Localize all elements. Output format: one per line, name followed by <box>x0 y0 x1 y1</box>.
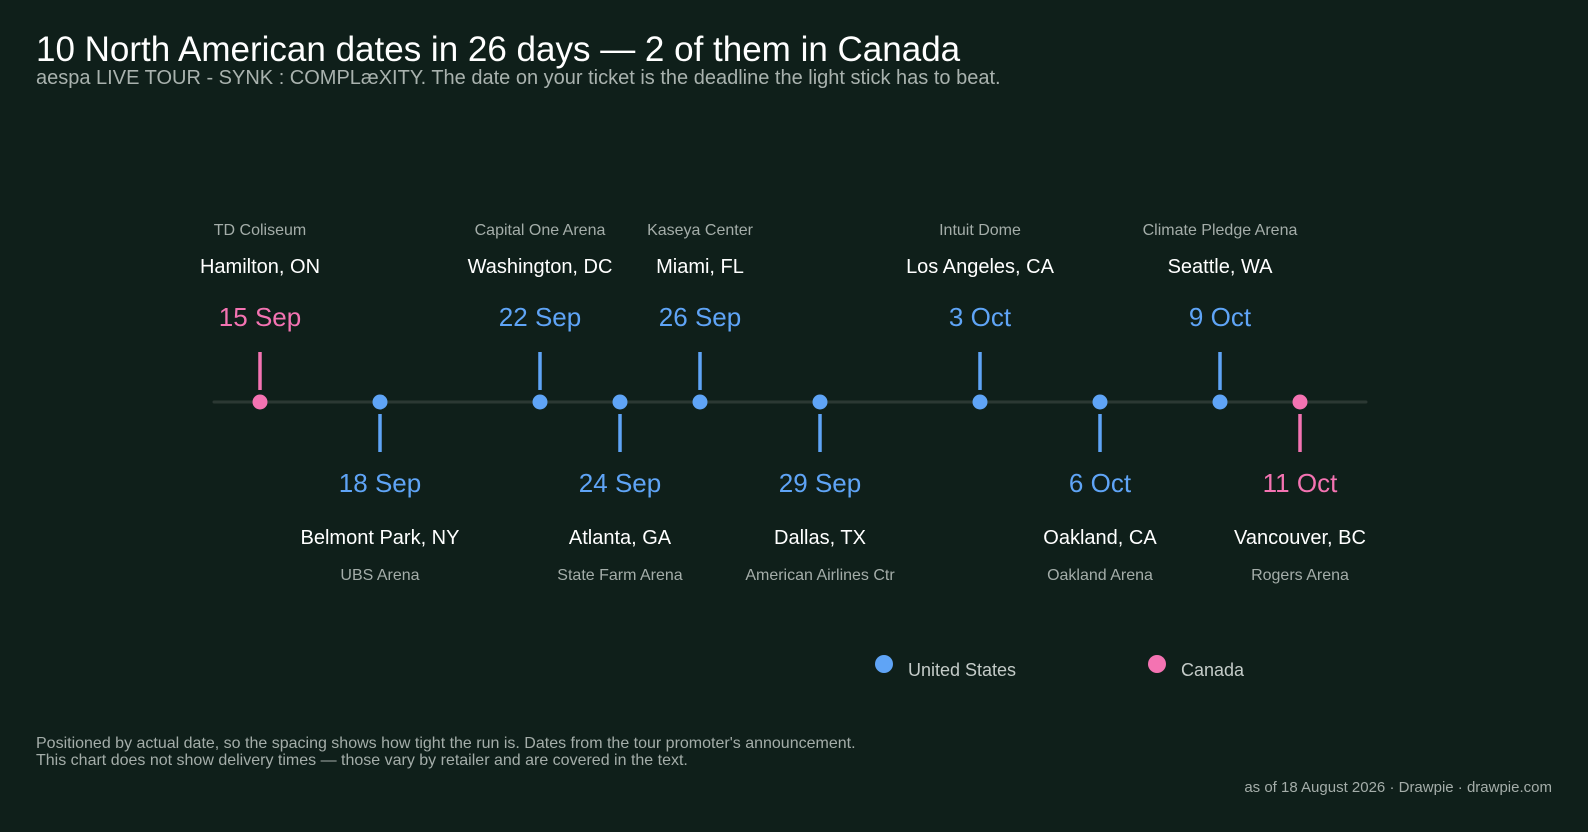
event-city-label: Seattle, WA <box>1168 256 1274 278</box>
event-dot <box>1292 394 1308 410</box>
legend-marker <box>1148 655 1166 673</box>
event-dot <box>812 394 828 410</box>
event-city-label: Dallas, TX <box>774 527 866 549</box>
legend-marker <box>875 655 893 673</box>
source-credit: as of 18 August 2026 · Drawpie · drawpie… <box>1244 779 1552 796</box>
legend-label: Canada <box>1181 660 1245 680</box>
chart-subtitle: aespa LIVE TOUR - SYNK : COMPLæXITY. The… <box>36 67 1001 89</box>
event-date-label: 9 Oct <box>1189 302 1252 332</box>
event-date-label: 29 Sep <box>779 468 861 498</box>
event-dot <box>1212 394 1228 410</box>
event-date-label: 24 Sep <box>579 468 661 498</box>
event-dot <box>612 394 628 410</box>
event-venue-label: State Farm Arena <box>557 567 682 584</box>
event-date-label: 26 Sep <box>659 302 741 332</box>
event-venue-label: TD Coliseum <box>214 222 306 239</box>
event-venue-label: Capital One Arena <box>475 222 606 239</box>
legend-label: United States <box>908 660 1016 680</box>
event-dot <box>692 394 708 410</box>
event-venue-label: Oakland Arena <box>1047 567 1153 584</box>
event-venue-label: Climate Pledge Arena <box>1143 222 1298 239</box>
event-dot <box>1092 394 1108 410</box>
chart-title: 10 North American dates in 26 days — 2 o… <box>36 30 961 69</box>
event-date-label: 18 Sep <box>339 468 421 498</box>
footnote-line-1: Positioned by actual date, so the spacin… <box>36 735 856 752</box>
event-date-label: 11 Oct <box>1263 468 1338 498</box>
event-date-label: 22 Sep <box>499 302 581 332</box>
event-venue-label: Kaseya Center <box>647 222 754 239</box>
event-venue-label: American Airlines Ctr <box>745 567 895 584</box>
event-dot <box>252 394 268 410</box>
event-dot <box>532 394 548 410</box>
event-city-label: Belmont Park, NY <box>301 527 460 549</box>
event-date-label: 6 Oct <box>1069 468 1132 498</box>
event-city-label: Hamilton, ON <box>200 256 320 278</box>
event-city-label: Vancouver, BC <box>1234 527 1366 549</box>
footnote: Positioned by actual date, so the spacin… <box>36 735 856 769</box>
event-city-label: Atlanta, GA <box>569 527 672 549</box>
event-dot <box>972 394 988 410</box>
event-city-label: Washington, DC <box>468 256 613 278</box>
event-venue-label: UBS Arena <box>340 567 419 584</box>
event-city-label: Miami, FL <box>656 256 744 278</box>
event-city-label: Oakland, CA <box>1043 527 1157 549</box>
event-dot <box>372 394 388 410</box>
timeline-chart: 15 Sep Hamilton, ON TD Coliseum 18 Sep Belmo… <box>200 222 1368 680</box>
event-date-label: 15 Sep <box>219 302 301 332</box>
event-city-label: Los Angeles, CA <box>906 256 1055 278</box>
footnote-line-2: This chart does not show delivery times … <box>36 752 688 769</box>
event-date-label: 3 Oct <box>949 302 1012 332</box>
event-venue-label: Intuit Dome <box>939 222 1021 239</box>
event-venue-label: Rogers Arena <box>1251 567 1349 584</box>
